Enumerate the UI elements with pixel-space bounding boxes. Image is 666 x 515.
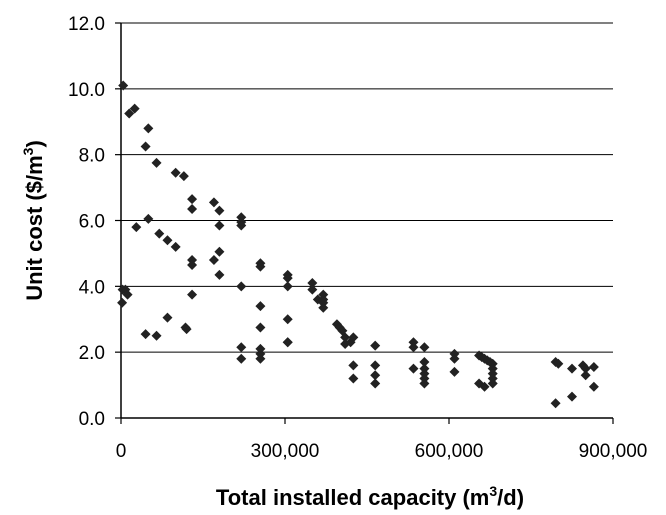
- y-tick-label-0: 0.0: [79, 409, 105, 430]
- data-point-13: [151, 330, 162, 341]
- data-point-74: [408, 363, 419, 374]
- data-point-65: [348, 332, 359, 343]
- data-point-98: [550, 398, 561, 409]
- data-point-53: [307, 284, 318, 295]
- data-point-69: [370, 360, 381, 371]
- data-point-19: [178, 171, 189, 182]
- data-point-21: [181, 324, 192, 335]
- data-point-4: [122, 289, 133, 300]
- y-tick-label-3: 6.0: [79, 212, 105, 233]
- data-point-41: [255, 301, 266, 312]
- data-point-6: [129, 103, 140, 114]
- data-point-31: [214, 246, 225, 257]
- data-point-29: [214, 205, 225, 216]
- data-point-32: [214, 269, 225, 280]
- data-point-22: [187, 194, 198, 205]
- data-point-28: [208, 255, 219, 265]
- data-point-58: [318, 302, 329, 313]
- data-point-71: [370, 378, 381, 389]
- data-point-105: [588, 381, 599, 392]
- data-point-26: [187, 289, 198, 300]
- data-point-102: [580, 363, 591, 374]
- x-tick-label-1: 300,000: [251, 441, 320, 462]
- data-point-15: [162, 235, 173, 246]
- x-axis-title-superscript: 3: [489, 483, 497, 499]
- data-point-104: [588, 361, 599, 372]
- data-point-51: [282, 337, 293, 348]
- data-point-36: [236, 281, 247, 292]
- data-point-52: [307, 278, 318, 289]
- data-point-42: [255, 322, 266, 333]
- data-point-25: [187, 259, 198, 270]
- data-point-9: [143, 123, 154, 134]
- data-point-35: [236, 220, 247, 231]
- y-tick-label-4: 8.0: [79, 146, 105, 167]
- data-point-47: [282, 273, 293, 284]
- y-tick-label-5: 10.0: [68, 80, 105, 101]
- data-point-103: [580, 370, 591, 381]
- data-point-23: [187, 203, 198, 214]
- data-point-38: [236, 353, 247, 364]
- data-point-5: [124, 108, 135, 119]
- data-point-1: [117, 297, 128, 308]
- data-point-12: [151, 157, 162, 168]
- data-point-0: [118, 80, 129, 91]
- data-point-49: [282, 314, 293, 325]
- data-point-73: [408, 342, 419, 353]
- data-point-100: [567, 391, 577, 402]
- tick-marks: [115, 22, 614, 424]
- data-point-11: [140, 329, 151, 340]
- data-point-16: [162, 312, 173, 323]
- y-tick-label-1: 2.0: [79, 343, 105, 364]
- data-point-10: [143, 213, 154, 224]
- y-tick-label-6: 12.0: [68, 14, 105, 35]
- data-point-80: [419, 378, 430, 389]
- data-point-30: [214, 220, 225, 231]
- data-point-99: [567, 363, 577, 374]
- data-point-83: [449, 366, 460, 377]
- data-points: [117, 80, 599, 409]
- data-point-17: [170, 167, 181, 178]
- x-tick-label-3: 900,000: [579, 441, 648, 462]
- data-point-27: [208, 197, 219, 208]
- x-tick-label-0: 0: [116, 441, 127, 462]
- data-point-14: [154, 228, 165, 239]
- data-point-45: [255, 353, 266, 364]
- data-point-37: [236, 342, 247, 353]
- x-axis-title: Total installed capacity (m3/d): [216, 483, 524, 510]
- x-tick-label-2: 600,000: [415, 441, 484, 462]
- data-point-18: [170, 241, 181, 252]
- data-point-48: [282, 281, 293, 292]
- data-point-97: [553, 358, 564, 369]
- data-point-40: [255, 261, 266, 272]
- y-tick-label-2: 4.0: [79, 277, 105, 298]
- data-point-68: [370, 340, 381, 351]
- data-point-82: [449, 353, 460, 364]
- data-point-75: [419, 342, 430, 353]
- y-axis-title-superscript: 3: [20, 147, 36, 155]
- data-point-76: [419, 357, 430, 368]
- data-point-95: [479, 381, 490, 392]
- data-point-62: [340, 332, 351, 343]
- data-point-70: [370, 370, 381, 381]
- gridlines: [121, 22, 613, 353]
- tick-labels: 0.0 2.0 4.0 6.0 8.0 10.0 12.0 0 300,000 600,000 90…: [68, 14, 647, 462]
- data-point-67: [348, 373, 359, 384]
- data-point-8: [140, 141, 151, 152]
- data-point-66: [348, 360, 359, 371]
- data-point-7: [131, 222, 142, 233]
- data-point-93: [487, 378, 498, 389]
- y-axis-title: Unit cost ($/m3): [20, 140, 47, 301]
